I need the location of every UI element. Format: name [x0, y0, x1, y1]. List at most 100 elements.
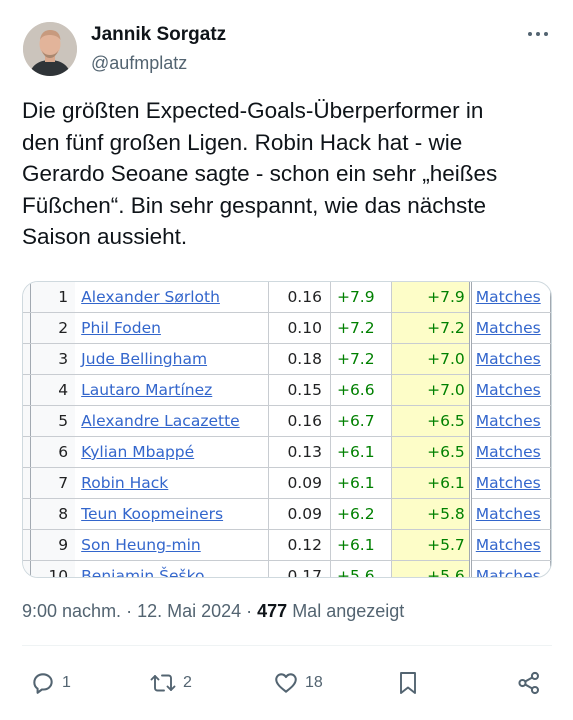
matches-link-cell: Matches — [470, 282, 551, 313]
bookmark-button[interactable] — [396, 669, 420, 697]
player-link[interactable]: Alexandre Lacazette — [81, 412, 240, 430]
matches-link-cell: Matches — [470, 498, 551, 530]
player-link-cell: Son Heung-min — [75, 529, 246, 561]
npxg-diff-cell: +6.7 — [330, 405, 392, 437]
xg-cell: 0.13 — [268, 436, 331, 468]
more-icon — [528, 32, 548, 36]
author-handle[interactable]: @aufmplatz — [91, 53, 188, 73]
player-link-cell: Alexander Sørloth — [75, 282, 246, 313]
row-lead-cell — [23, 282, 31, 313]
rank-cell: 6 — [30, 436, 76, 468]
matches-link-cell: Matches — [470, 343, 551, 375]
matches-link[interactable]: Matches — [475, 350, 541, 368]
matches-link[interactable]: Matches — [475, 319, 541, 337]
matches-link[interactable]: Matches — [475, 288, 541, 306]
tweet-text: Die größten Expected-Goals-Überperformer… — [22, 95, 552, 253]
reply-button[interactable]: 1 — [30, 669, 71, 697]
row-lead-cell — [23, 467, 31, 499]
matches-link-cell: Matches — [470, 529, 551, 561]
player-link[interactable]: Teun Koopmeiners — [81, 505, 224, 523]
row-lead-cell — [23, 560, 31, 577]
player-link-cell: Jude Bellingham — [75, 343, 246, 375]
more-options-button[interactable] — [526, 24, 550, 44]
matches-link-cell: Matches — [470, 436, 551, 468]
player-link-cell: Phil Foden — [75, 312, 246, 344]
matches-link[interactable]: Matches — [475, 474, 541, 492]
rank-cell: 9 — [30, 529, 76, 561]
player-link[interactable]: Jude Bellingham — [81, 350, 208, 368]
player-link[interactable]: Alexander Sørloth — [81, 288, 220, 306]
player-link[interactable]: Son Heung-min — [81, 536, 201, 554]
matches-link[interactable]: Matches — [475, 381, 541, 399]
share-icon — [518, 671, 540, 695]
player-link[interactable]: Robin Hack — [81, 474, 169, 492]
share-button[interactable] — [516, 669, 542, 697]
matches-link[interactable]: Matches — [475, 567, 541, 578]
rank-cell: 1 — [30, 282, 76, 313]
g-diff-cell: +6.5 — [391, 436, 472, 468]
player-link[interactable]: Phil Foden — [81, 319, 161, 337]
spacer-cell — [245, 374, 269, 406]
g-diff-cell: +7.9 — [391, 282, 472, 313]
player-link-cell: Alexandre Lacazette — [75, 405, 246, 437]
rank-cell: 7 — [30, 467, 76, 499]
tweet-time[interactable]: 9:00 nachm. — [22, 601, 122, 621]
tweet-meta: 9:00 nachm. · 12. Mai 2024 · 477 Mal ang… — [22, 601, 404, 622]
matches-link[interactable]: Matches — [475, 536, 541, 554]
g-diff-cell: +5.8 — [391, 498, 472, 530]
row-lead-cell — [23, 343, 31, 375]
matches-link[interactable]: Matches — [475, 412, 541, 430]
row-lead-cell — [23, 374, 31, 406]
npxg-diff-cell: +7.2 — [330, 312, 392, 344]
retweet-button[interactable]: 2 — [149, 669, 192, 697]
xg-cell: 0.10 — [268, 312, 331, 344]
player-link[interactable]: Benjamin Šeško — [81, 567, 205, 578]
tweet-line: Füßchen“. Bin sehr gespannt, wie das näc… — [22, 192, 487, 218]
spacer-cell — [245, 560, 269, 577]
like-icon — [275, 673, 297, 693]
matches-link[interactable]: Matches — [475, 505, 541, 523]
row-lead-cell — [23, 436, 31, 468]
player-link-cell: Teun Koopmeiners — [75, 498, 246, 530]
author-name[interactable]: Jannik Sorgatz — [91, 24, 227, 45]
avatar[interactable] — [23, 22, 77, 76]
meta-separator: · — [121, 601, 138, 621]
g-diff-cell: +6.1 — [391, 467, 472, 499]
npxg-diff-cell: +7.2 — [330, 343, 392, 375]
rank-cell: 10 — [30, 560, 76, 577]
like-button[interactable]: 18 — [273, 669, 323, 697]
player-link-cell: Benjamin Šeško — [75, 560, 246, 578]
xg-cell: 0.17 — [268, 560, 331, 577]
tweet-date[interactable]: 12. Mai 2024 — [137, 601, 242, 621]
npxg-diff-cell: +7.9 — [330, 282, 392, 313]
g-diff-cell: +7.2 — [391, 312, 472, 344]
media-image[interactable]: 1 Alexander Sørloth 0.16 +7.9 +7.9 Matches 2 Ph… — [22, 281, 552, 578]
xg-cell: 0.12 — [268, 529, 331, 561]
table-row: 2 Phil Foden 0.10 +7.2 +7.2 Matches — [23, 312, 551, 344]
reply-count: 1 — [62, 674, 71, 691]
tweet-line: Saison aussieht. — [22, 224, 188, 249]
player-link-cell: Kylian Mbappé — [75, 436, 246, 468]
npxg-diff-cell: +6.1 — [330, 436, 392, 468]
rank-cell: 3 — [30, 343, 76, 375]
tweet-line: Die größten Expected-Goals-Überperformer… — [22, 98, 484, 123]
table-row: 9 Son Heung-min 0.12 +6.1 +5.7 Matches — [23, 529, 551, 561]
row-lead-cell — [23, 529, 31, 561]
bookmark-icon — [400, 672, 416, 694]
table-row: 5 Alexandre Lacazette 0.16 +6.7 +6.5 Matches — [23, 405, 551, 437]
row-lead-cell — [23, 498, 31, 530]
view-count-label: Mal angezeigt — [287, 601, 405, 621]
spacer-cell — [245, 405, 269, 437]
table-row: 3 Jude Bellingham 0.18 +7.2 +7.0 Matches — [23, 343, 551, 375]
table-row: 4 Lautaro Martínez 0.15 +6.6 +7.0 Matches — [23, 374, 551, 406]
npxg-diff-cell: +6.2 — [330, 498, 392, 530]
rank-cell: 2 — [30, 312, 76, 344]
matches-link[interactable]: Matches — [475, 443, 541, 461]
meta-separator: · — [241, 601, 258, 621]
table-row: 10 Benjamin Šeško 0.17 +5.6 +5.6 Matches — [23, 560, 551, 578]
player-link[interactable]: Lautaro Martínez — [81, 381, 213, 399]
spacer-cell — [245, 467, 269, 499]
tweet-line: den fünf großen Ligen. Robin Hack hat - … — [22, 129, 463, 155]
player-link[interactable]: Kylian Mbappé — [81, 443, 195, 461]
player-link-cell: Robin Hack — [75, 467, 246, 499]
